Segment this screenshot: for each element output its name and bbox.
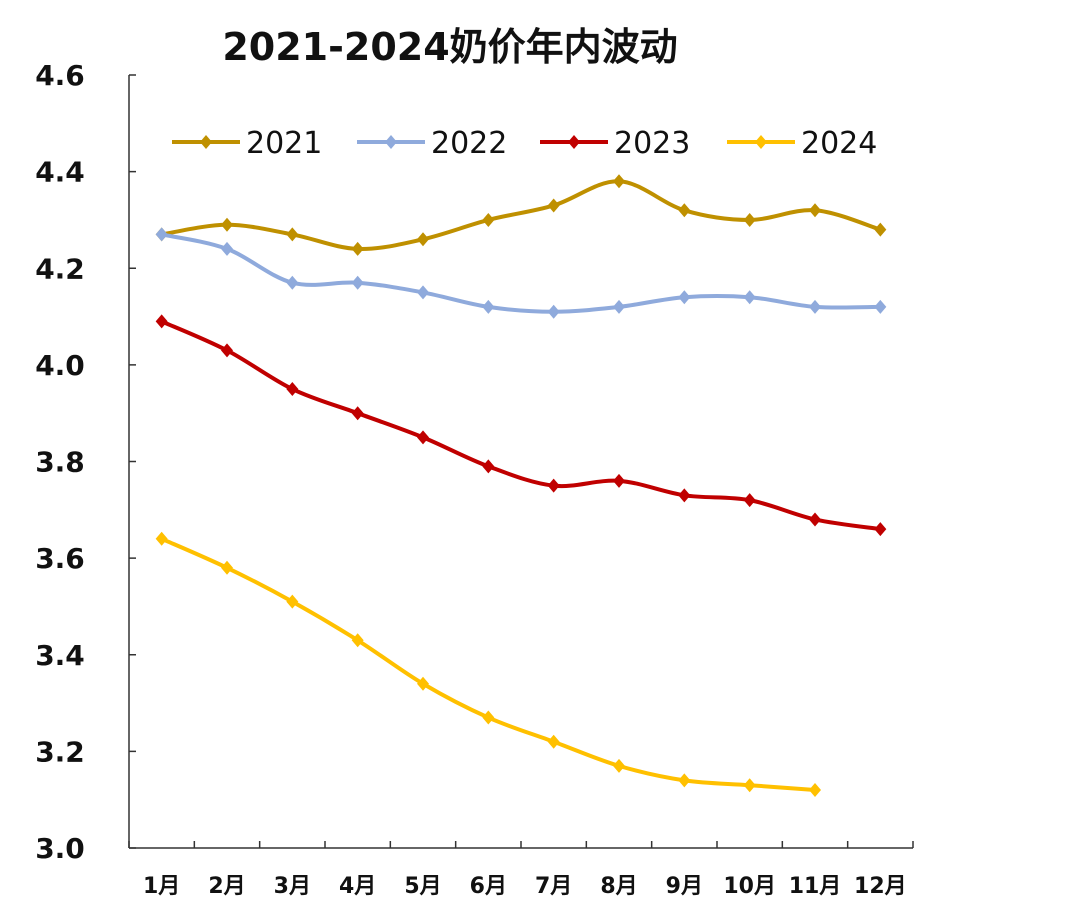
data-point-2023 <box>743 493 756 508</box>
data-point-2024 <box>678 773 691 788</box>
data-point-2024 <box>351 633 364 648</box>
data-point-2022 <box>351 275 364 290</box>
data-point-2022 <box>743 290 756 305</box>
series-2023 <box>155 314 887 537</box>
y-tick-label: 3.6 <box>35 542 85 575</box>
legend-item-2022: 2022 <box>357 126 507 161</box>
series-2022 <box>155 227 887 319</box>
data-point-2021 <box>809 203 821 218</box>
data-point-2022 <box>547 304 560 319</box>
data-point-2024 <box>809 783 821 798</box>
data-point-2024 <box>743 778 756 793</box>
legend-label: 2023 <box>614 126 690 161</box>
x-tick-label: 8月 <box>600 874 637 899</box>
x-tick-label: 7月 <box>535 874 572 899</box>
y-tick-label: 3.2 <box>35 735 85 768</box>
series-2024 <box>155 531 821 798</box>
x-tick-label: 2月 <box>208 874 245 899</box>
x-tick-label: 6月 <box>470 874 507 899</box>
data-point-2023 <box>874 522 887 537</box>
data-point-2022 <box>221 241 233 256</box>
y-tick-label: 3.0 <box>35 832 85 865</box>
y-tick-label: 4.2 <box>35 252 85 285</box>
data-point-2022 <box>874 299 887 314</box>
data-point-2022 <box>613 299 625 314</box>
x-tick-label: 12月 <box>854 874 907 899</box>
legend-item-2023: 2023 <box>540 126 690 161</box>
legend-marker <box>385 135 397 149</box>
data-point-2021 <box>482 212 495 227</box>
data-point-2024 <box>613 758 625 773</box>
data-point-2021 <box>351 241 364 256</box>
data-point-2023 <box>155 314 168 329</box>
legend-marker <box>568 135 580 149</box>
data-point-2022 <box>482 299 495 314</box>
x-tick-label: 9月 <box>666 874 703 899</box>
data-point-2021 <box>613 174 625 189</box>
legend-label: 2021 <box>246 126 322 161</box>
data-point-2024 <box>547 734 560 749</box>
data-point-2023 <box>809 512 821 527</box>
data-point-2021 <box>874 222 887 237</box>
data-point-2024 <box>155 531 168 546</box>
series-line-2024 <box>159 536 817 793</box>
data-point-2021 <box>417 232 429 247</box>
data-point-2022 <box>155 227 168 242</box>
data-point-2023 <box>286 382 299 397</box>
series-2021 <box>155 174 887 256</box>
x-tick-label: 4月 <box>339 874 376 899</box>
y-tick-label: 4.0 <box>35 349 85 382</box>
data-point-2024 <box>286 594 299 609</box>
legend-marker <box>200 135 212 149</box>
series-line-2021 <box>159 179 883 251</box>
series-line-2023 <box>159 319 883 532</box>
data-point-2022 <box>678 290 691 305</box>
data-point-2024 <box>417 676 429 691</box>
data-point-2023 <box>482 459 495 474</box>
data-point-2023 <box>547 478 560 493</box>
data-point-2023 <box>613 473 625 488</box>
legend-marker <box>755 135 767 149</box>
x-tick-label: 1月 <box>143 874 180 899</box>
data-point-2021 <box>547 198 560 213</box>
data-point-2021 <box>221 217 233 232</box>
x-tick-label: 11月 <box>789 874 842 899</box>
y-tick-label: 3.8 <box>35 446 85 479</box>
series-line-2022 <box>159 232 883 314</box>
x-tick-label: 3月 <box>274 874 311 899</box>
data-point-2024 <box>221 560 233 575</box>
y-tick-label: 4.4 <box>35 156 85 189</box>
chart-title: 2021-2024奶价年内波动 <box>222 25 677 69</box>
x-tick-label: 5月 <box>404 874 441 899</box>
data-point-2022 <box>286 275 299 290</box>
data-point-2021 <box>286 227 299 242</box>
data-point-2021 <box>743 212 756 227</box>
data-point-2021 <box>678 203 691 218</box>
data-point-2023 <box>221 343 233 358</box>
legend-item-2021: 2021 <box>172 126 322 161</box>
data-point-2023 <box>678 488 691 503</box>
y-tick-label: 3.4 <box>35 639 85 672</box>
x-tick-label: 10月 <box>723 874 776 899</box>
legend-item-2024: 2024 <box>727 126 877 161</box>
legend-label: 2024 <box>801 126 877 161</box>
y-tick-label: 4.6 <box>35 59 85 92</box>
legend-label: 2022 <box>431 126 507 161</box>
data-point-2023 <box>417 430 429 445</box>
data-point-2022 <box>417 285 429 300</box>
data-point-2023 <box>351 406 364 421</box>
data-point-2024 <box>482 710 495 725</box>
data-point-2022 <box>809 299 821 314</box>
